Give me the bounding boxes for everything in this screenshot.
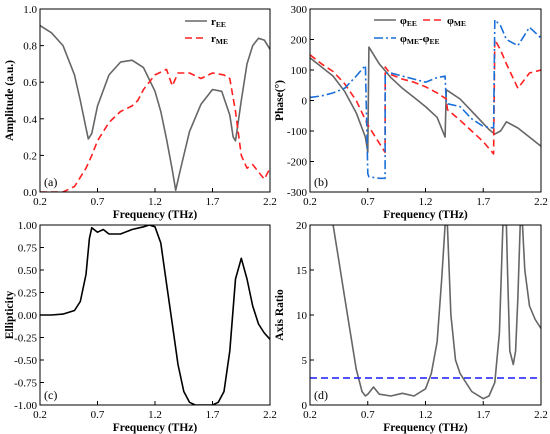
legend-label-sub2: EE (430, 37, 440, 46)
legend-label-sub: ME (454, 19, 466, 28)
x-tick-label: 1.2 (148, 409, 162, 421)
y-tick-label: 0.2 (23, 150, 37, 162)
y-tick-label: 0.75 (18, 243, 38, 255)
legend-label-main: r (211, 16, 216, 28)
y-axis-label: Ellipticity (4, 290, 16, 339)
x-tick-label: 1.2 (419, 196, 433, 208)
x-tick-label: 1.2 (419, 409, 433, 421)
y-tick-label: -300 (287, 187, 308, 199)
y-tick-label: 10 (296, 310, 308, 322)
x-tick-label: 2.2 (263, 196, 277, 208)
y-tick-label: -1.00 (14, 400, 37, 412)
y-tick-label: 0 (302, 400, 308, 412)
y-tick-label: 5 (302, 355, 308, 367)
panel-label: (b) (314, 175, 328, 189)
x-tick-label: 1.7 (476, 409, 490, 421)
legend-label-main: φ (400, 15, 407, 27)
y-tick-label: -0.25 (14, 333, 37, 345)
series-line-b-1 (310, 38, 541, 155)
panel-label: (c) (44, 388, 57, 402)
panel-a: 0.2 0.7 1.2 1.7 2.20.00.20.40.60.81.0Frequen… (4, 4, 277, 221)
x-tick-label: 2.2 (534, 196, 548, 208)
x-tick-label: 0.7 (361, 409, 375, 421)
legend-label-main: φ (447, 15, 454, 27)
y-tick-label: 0.8 (23, 41, 37, 53)
legend-label-phi-ee: φEE (400, 15, 417, 28)
legend-label-main: r (211, 33, 216, 45)
legend-label-sub: ME (407, 37, 419, 46)
x-tick-label: 0.7 (91, 196, 105, 208)
y-tick-label: 1.00 (18, 220, 38, 232)
x-tick-label: 1.2 (148, 196, 162, 208)
panel-label: (a) (44, 175, 57, 189)
panel-b: 0.2 0.7 1.2 1.7 2.2 -300 -200 -100 0 100 200 300 Fre… (274, 4, 548, 221)
x-tick-label: 1.7 (206, 196, 220, 208)
plot-frame-a (39, 8, 271, 193)
y-tick-label: 0.00 (18, 310, 38, 322)
legend-label-phi-diff: φME-φEE (400, 33, 440, 46)
x-tick-label: 0.2 (303, 196, 317, 208)
x-tick-label: 2.2 (534, 409, 548, 421)
y-tick-label: -0.50 (14, 355, 37, 367)
y-axis-label: Axis Ratio (274, 289, 286, 341)
y-tick-label: -200 (287, 157, 308, 169)
plot-frame-c (39, 224, 271, 406)
x-tick-label: 0.2 (33, 196, 47, 208)
panel-d: 0.2 0.7 1.2 1.7 2.2 0 5 10 15 20 Frequency (THz) Ax… (274, 220, 548, 434)
y-tick-label: 15 (296, 265, 308, 277)
x-tick-label: 2.2 (263, 409, 277, 421)
y-tick-label: 0.50 (18, 265, 38, 277)
y-tick-label: 0.25 (18, 288, 38, 300)
legend-label-sub: ME (216, 37, 228, 46)
legend-label-rme: rME (211, 33, 228, 46)
y-tick-label: -100 (287, 126, 308, 138)
y-tick-label: 0.0 (23, 187, 37, 199)
x-tick-label: 0.7 (361, 196, 375, 208)
x-axis-label: Frequency (THz) (383, 209, 468, 221)
y-tick-label: -0.75 (14, 378, 37, 390)
panel-label: (d) (314, 388, 328, 402)
series-line-b-0 (310, 46, 541, 154)
x-axis-label: Frequency (THz) (113, 209, 198, 221)
series-line-d-0 (332, 225, 541, 400)
legend-label-sub: EE (216, 20, 226, 29)
y-axis-label: Amplitude (a.u.) (4, 60, 16, 141)
x-tick-label: 1.7 (476, 196, 490, 208)
legend-label-phi-me: φME (447, 15, 466, 28)
x-axis-label: Frequency (THz) (383, 422, 468, 434)
panel-c: 0.2 0.7 1.2 1.7 2.2 -1.00 -0.75 -0.50 -0.25 0.00 0… (4, 220, 277, 434)
x-axis-label: Frequency (THz) (113, 422, 198, 434)
y-tick-label: 20 (296, 220, 308, 232)
y-tick-label: 0.4 (23, 114, 37, 126)
legend-label-main: φ (400, 33, 407, 45)
y-tick-label: 0.6 (23, 77, 37, 89)
series-line-c-0 (40, 225, 270, 405)
legend-label-sub: EE (407, 19, 417, 28)
y-tick-label: 0 (302, 96, 308, 108)
y-tick-label: 1.0 (23, 4, 37, 16)
series-line-a-1 (40, 68, 270, 192)
x-tick-label: 0.2 (303, 409, 317, 421)
y-axis-label: Phase(°) (274, 80, 286, 121)
legend-label-ree: rEE (211, 16, 226, 29)
y-tick-label: 100 (291, 65, 308, 77)
x-tick-label: 0.7 (91, 409, 105, 421)
x-tick-label: 1.7 (206, 409, 220, 421)
y-tick-label: 300 (291, 4, 308, 16)
series-line-a-0 (40, 24, 270, 191)
x-tick-label: 0.2 (33, 409, 47, 421)
legend-label-main2: -φ (419, 33, 430, 45)
series-line-b-2 (310, 18, 541, 180)
y-tick-label: 200 (291, 35, 308, 47)
